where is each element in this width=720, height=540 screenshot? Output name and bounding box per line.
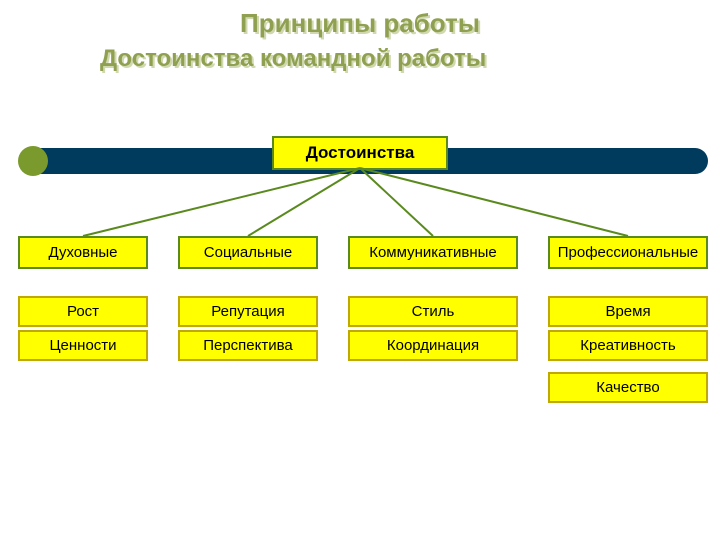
item-node: Время [548, 296, 708, 327]
decorative-bar-bullet [18, 146, 48, 176]
item-node: Ценности [18, 330, 148, 361]
item-node: Креативность [548, 330, 708, 361]
sub-title: Достоинства командной работы [60, 45, 720, 73]
item-node: Стиль [348, 296, 518, 327]
category-node: Духовные [18, 236, 148, 269]
item-node: Перспектива [178, 330, 318, 361]
main-title: Принципы работы [0, 0, 720, 39]
root-node: Достоинства [272, 136, 448, 170]
item-node: Качество [548, 372, 708, 403]
category-node: Социальные [178, 236, 318, 269]
item-node: Рост [18, 296, 148, 327]
category-node: Профессиональные [548, 236, 708, 269]
category-node: Коммуникативные [348, 236, 518, 269]
item-node: Репутация [178, 296, 318, 327]
connector-lines [0, 0, 720, 540]
item-node: Координация [348, 330, 518, 361]
